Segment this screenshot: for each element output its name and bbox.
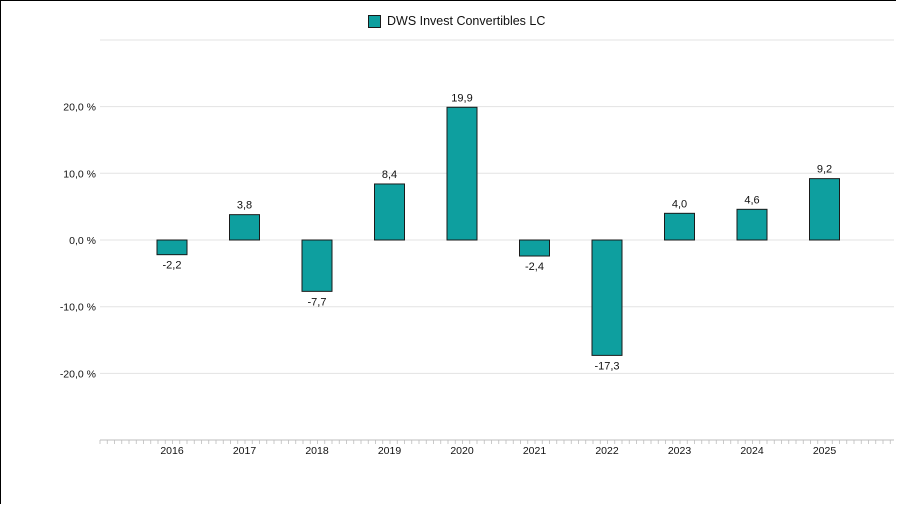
x-tick-label: 2019 xyxy=(378,445,402,457)
x-tick-label: 2025 xyxy=(813,445,837,457)
x-tick-label: 2016 xyxy=(160,445,184,457)
data-label: 9,2 xyxy=(817,164,832,176)
bar xyxy=(374,183,405,241)
data-label: 3,8 xyxy=(237,200,252,212)
bar xyxy=(664,212,695,241)
data-label: -7,7 xyxy=(308,296,327,308)
x-tick-label: 2017 xyxy=(233,445,257,457)
bar xyxy=(591,239,623,356)
x-tick-label: 2024 xyxy=(740,445,764,457)
bar xyxy=(736,208,768,241)
x-tick-label: 2020 xyxy=(450,445,474,457)
bar xyxy=(229,214,260,241)
y-tick-label: 10,0 % xyxy=(63,168,96,180)
bar xyxy=(519,239,550,257)
y-tick-label: -10,0 % xyxy=(60,302,96,314)
data-label: 4,6 xyxy=(744,194,759,206)
legend-label: DWS Invest Convertibles LC xyxy=(387,14,546,28)
data-label: -2,4 xyxy=(525,261,544,273)
legend-swatch xyxy=(368,14,381,28)
bar xyxy=(156,239,188,256)
x-tick-label: 2022 xyxy=(595,445,619,457)
bar xyxy=(809,178,840,241)
y-tick-label: 0,0 % xyxy=(69,235,96,247)
y-tick-label: -20,0 % xyxy=(60,368,96,380)
y-tick-label: 20,0 % xyxy=(63,102,96,114)
data-label: -2,2 xyxy=(163,260,182,272)
data-label: -17,3 xyxy=(594,360,619,372)
data-label: 4,0 xyxy=(672,198,687,210)
data-label: 19,9 xyxy=(451,92,472,104)
legend: DWS Invest Convertibles LC xyxy=(368,14,545,28)
bar xyxy=(446,106,478,241)
data-label: 8,4 xyxy=(382,169,397,181)
x-tick-label: 2018 xyxy=(305,445,329,457)
bar xyxy=(301,239,333,292)
x-tick-label: 2023 xyxy=(668,445,692,457)
x-tick-label: 2021 xyxy=(523,445,547,457)
